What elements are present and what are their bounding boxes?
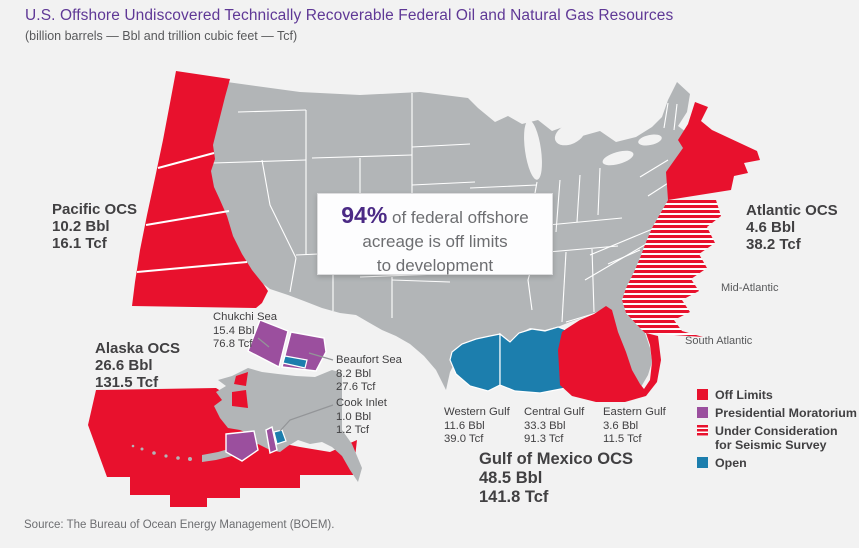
region-name: Atlantic OCS xyxy=(746,202,838,219)
region-gas: 91.3 Tcf xyxy=(524,433,564,445)
cook-inlet-open-region xyxy=(273,429,287,445)
cook-inlet-label: Cook Inlet 1.0 Bbl 1.2 Tcf xyxy=(336,397,387,438)
legend-item-presidential-moratorium: Presidential Moratorium xyxy=(697,406,857,420)
region-gas: 38.2 Tcf xyxy=(746,236,801,253)
eastern-gulf-off-limits-region xyxy=(558,306,661,402)
source-credit: Source: The Bureau of Ocean Energy Manag… xyxy=(24,519,335,531)
pacific-ocs-region xyxy=(132,71,268,308)
chukchi-leader-line xyxy=(257,337,270,348)
callout-highlight: 94% xyxy=(341,202,388,228)
legend-label: Under Consideration for Seismic Survey xyxy=(715,424,838,452)
region-oil: 48.5 Bbl xyxy=(479,469,543,487)
region-name: Central Gulf xyxy=(524,406,585,418)
north-atlantic-off-limits-region xyxy=(666,102,760,200)
moratorium-swatch xyxy=(697,407,708,418)
region-gas: 76.8 Tcf xyxy=(213,338,253,350)
region-oil: 8.2 Bbl xyxy=(336,367,372,380)
region-name: Beaufort Sea xyxy=(336,354,402,366)
off-limits-swatch xyxy=(697,389,708,400)
mid-atlantic-label: Mid-Atlantic xyxy=(721,282,779,294)
region-name: Cook Inlet xyxy=(336,397,387,409)
legend-item-open: Open xyxy=(697,456,857,470)
region-gas: 27.6 Tcf xyxy=(336,381,376,393)
region-name: Gulf of Mexico OCS xyxy=(479,450,634,468)
great-lakes xyxy=(524,120,662,180)
beaufort-open-strip xyxy=(282,355,308,369)
alaska-ocs-label: Alaska OCS 26.6 Bbl 131.5 Tcf xyxy=(95,340,180,391)
western-gulf-label: Western Gulf 11.6 Bbl 39.0 Tcf xyxy=(444,406,510,447)
norton-sound-off-limits-patch xyxy=(234,372,248,386)
central-gulf-label: Central Gulf 33.3 Bbl 91.3 Tcf xyxy=(524,406,584,447)
region-gas: 141.8 Tcf xyxy=(479,488,549,506)
kuskokwim-off-limits-patch xyxy=(232,390,248,408)
eastern-gulf-label: Eastern Gulf 3.6 Bbl 11.5 Tcf xyxy=(603,406,666,447)
legend-label: Open xyxy=(715,456,747,470)
south-atlantic-label: South Atlantic xyxy=(685,335,753,347)
region-gas: 16.1 Tcf xyxy=(52,235,107,252)
region-oil: 15.4 Bbl xyxy=(213,324,255,337)
chukchi-moratorium-region xyxy=(247,319,289,369)
callout-line-2: acreage is off limits xyxy=(362,232,508,251)
region-gas: 39.0 Tcf xyxy=(444,433,484,445)
map-legend: Off Limits Presidential Moratorium Under… xyxy=(697,388,857,474)
legend-item-off-limits: Off Limits xyxy=(697,388,857,402)
region-name: Western Gulf xyxy=(444,406,510,418)
callout-line-1: of federal offshore xyxy=(392,208,529,227)
region-oil: 33.3 Bbl xyxy=(524,419,566,432)
beaufort-leader-line xyxy=(308,352,334,361)
gulf-of-mexico-ocs-label: Gulf of Mexico OCS 48.5 Bbl 141.8 Tcf xyxy=(479,450,633,507)
callout-line-3: to development xyxy=(376,256,494,275)
atlantic-ocs-label: Atlantic OCS 4.6 Bbl 38.2 Tcf xyxy=(746,202,838,253)
region-oil: 1.0 Bbl xyxy=(336,410,372,423)
central-gulf-open-region xyxy=(499,326,567,394)
legend-item-seismic-survey: Under Consideration for Seismic Survey xyxy=(697,424,857,452)
north-aleutian-moratorium-region xyxy=(225,430,259,462)
region-gas: 11.5 Tcf xyxy=(603,433,642,445)
region-name: Alaska OCS xyxy=(95,340,181,357)
cook-inlet-moratorium-sliver xyxy=(265,425,278,454)
region-name: Chukchi Sea xyxy=(213,311,278,323)
aleutian-islands xyxy=(131,444,192,461)
alaska-offshore-off-limits-region xyxy=(88,388,357,507)
legend-label: Off Limits xyxy=(715,388,773,402)
region-oil: 3.6 Bbl xyxy=(603,419,639,432)
region-gas: 131.5 Tcf xyxy=(95,374,159,391)
callout-94-percent: 94% of federal offshore acreage is off l… xyxy=(317,193,553,275)
open-swatch xyxy=(697,457,708,468)
seismic-stripes-swatch xyxy=(697,425,708,436)
region-gas: 1.2 Tcf xyxy=(336,424,370,436)
header: U.S. Offshore Undiscovered Technically R… xyxy=(25,7,805,43)
page-subtitle: (billion barrels — Bbl and trillion cubi… xyxy=(25,29,298,43)
region-oil: 10.2 Bbl xyxy=(52,218,110,235)
region-oil: 26.6 Bbl xyxy=(95,357,153,374)
pacific-ocs-label: Pacific OCS 10.2 Bbl 16.1 Tcf xyxy=(52,201,137,252)
legend-label: Presidential Moratorium xyxy=(715,406,857,420)
region-name: Pacific OCS xyxy=(52,201,138,218)
region-name: Eastern Gulf xyxy=(603,406,666,418)
atlantic-seismic-region xyxy=(622,200,721,337)
page-title: U.S. Offshore Undiscovered Technically R… xyxy=(25,7,674,24)
cook-inlet-leader-line xyxy=(279,404,334,432)
chukchi-sea-label: Chukchi Sea 15.4 Bbl 76.8 Tcf xyxy=(213,311,277,352)
beaufort-sea-label: Beaufort Sea 8.2 Bbl 27.6 Tcf xyxy=(336,354,402,395)
region-oil: 11.6 Bbl xyxy=(444,419,485,432)
region-oil: 4.6 Bbl xyxy=(746,219,796,236)
